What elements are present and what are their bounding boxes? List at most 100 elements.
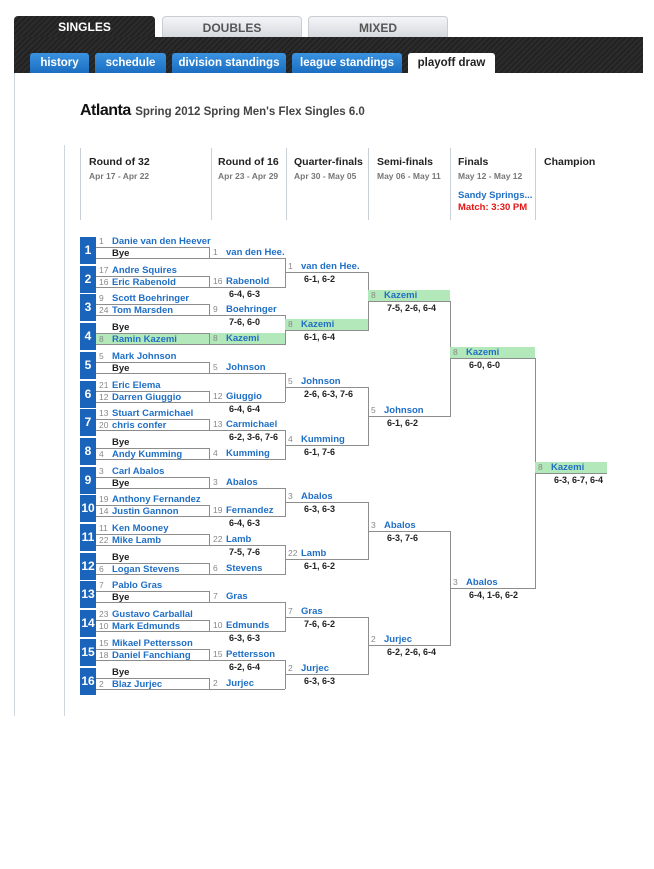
match-score: 6-3, 6-3 xyxy=(304,676,336,687)
seed-number: 2 xyxy=(99,678,104,689)
bracket-line xyxy=(210,516,285,518)
player-name-link[interactable]: Lamb xyxy=(226,534,252,545)
bracket-entry: 8 Kazemi xyxy=(368,290,450,302)
player-name-link[interactable]: Danie van den Heever xyxy=(112,236,211,247)
player-name-link[interactable]: Daniel Fanchiang xyxy=(112,649,191,661)
player-name-link[interactable]: Anthony Fernandez xyxy=(112,494,201,506)
seed-number: 10 xyxy=(99,621,109,632)
seed-number: 4 xyxy=(99,448,104,459)
player-name-link[interactable]: Ken Mooney xyxy=(112,523,169,534)
player-name-link[interactable]: Darren Giuggio xyxy=(112,391,182,403)
player-name-link[interactable]: Kazemi xyxy=(301,318,335,330)
player-name-link[interactable]: Stevens xyxy=(226,562,263,574)
player-name-link[interactable]: Pettersson xyxy=(226,648,276,660)
seed-number: 22 xyxy=(288,548,298,559)
player-slot: 6 Logan Stevens xyxy=(96,562,210,575)
player-name-link[interactable]: Abalos xyxy=(466,577,498,589)
tab-mixed[interactable]: MIXED xyxy=(308,16,448,37)
bracket-entry: 5 Johnson xyxy=(210,362,285,373)
player-name-link[interactable]: Carl Abalos xyxy=(112,465,165,477)
player-name-link[interactable]: Abalos xyxy=(301,490,333,502)
player-name-link[interactable]: Gras xyxy=(301,605,323,617)
seed-number: 20 xyxy=(99,420,109,431)
player-name-link[interactable]: Justin Gannon xyxy=(112,506,179,518)
player-name-link[interactable]: Johnson xyxy=(301,376,341,388)
bracket-entry: 3 Abalos xyxy=(285,491,368,502)
bracket-entry: 2 Jurjec xyxy=(368,634,450,645)
bracket-line xyxy=(210,315,285,317)
seed-number: 7 xyxy=(99,580,104,591)
seed-number: 17 xyxy=(99,264,109,275)
player-name-link[interactable]: Tom Marsden xyxy=(112,305,174,317)
match-score: 6-4, 1-6, 6-2 xyxy=(469,590,519,601)
tab-doubles[interactable]: DOUBLES xyxy=(162,16,302,37)
player-name-link[interactable]: Andre Squires xyxy=(112,264,177,276)
player-name-link[interactable]: Pablo Gras xyxy=(112,580,163,592)
bracket-entry: 8 Kazemi xyxy=(285,318,368,330)
player-name-link[interactable]: Carmichael xyxy=(226,419,278,431)
tab-league-standings[interactable]: league standings xyxy=(292,53,402,73)
seed-number: 15 xyxy=(99,637,109,648)
bracket-entry: 8 Kazemi xyxy=(210,333,285,345)
match-score: 7-5, 7-6 xyxy=(229,547,261,557)
tab-schedule[interactable]: schedule xyxy=(95,53,166,73)
bracket-line xyxy=(210,545,285,546)
player-name-link[interactable]: Kazemi xyxy=(551,462,585,474)
bracket-line xyxy=(210,573,285,575)
tab-playoff-draw[interactable]: playoff draw xyxy=(408,53,495,73)
player-name-link[interactable]: Fernandez xyxy=(226,505,274,517)
player-slot: 5 Mark Johnson xyxy=(96,351,210,362)
player-name-link[interactable]: Eric Elema xyxy=(112,379,161,391)
player-name-link[interactable]: Andy Kumming xyxy=(112,448,183,460)
match-score: 7-6, 6-2 xyxy=(304,618,336,629)
player-name-link[interactable]: Gustavo Carballal xyxy=(112,609,193,621)
player-name-link[interactable]: chris confer xyxy=(112,420,167,432)
player-name-link[interactable]: Mikael Pettersson xyxy=(112,637,193,649)
player-name-link[interactable]: Stuart Carmichael xyxy=(112,408,194,420)
round-title: Round of 32 xyxy=(89,156,150,168)
player-name-link[interactable]: Johnson xyxy=(384,404,424,416)
player-name-link[interactable]: van den Hee. xyxy=(226,247,285,258)
round-title: Quarter-finals xyxy=(294,156,363,168)
player-name-link[interactable]: van den Hee. xyxy=(301,261,360,273)
player-name-link[interactable]: Blaz Jurjec xyxy=(112,678,163,690)
player-name-link[interactable]: Ramin Kazemi xyxy=(112,334,177,346)
tab-division-standings[interactable]: division standings xyxy=(172,53,286,73)
player-name-link[interactable]: Giuggio xyxy=(226,390,262,402)
player-name-link[interactable]: Lamb xyxy=(301,548,327,560)
player-name-link[interactable]: Kazemi xyxy=(226,333,260,345)
player-name-link[interactable]: Edmunds xyxy=(226,620,270,632)
player-name-link[interactable]: Mark Edmunds xyxy=(112,621,181,633)
player-name-link[interactable]: Jurjec xyxy=(301,663,329,675)
player-name-link[interactable]: Rabenold xyxy=(226,275,270,287)
player-name-link[interactable]: Eric Rabenold xyxy=(112,276,176,288)
player-slot: 2 Blaz Jurjec xyxy=(96,677,210,690)
player-name-link[interactable]: Boehringer xyxy=(226,304,277,316)
bracket-line xyxy=(210,659,285,661)
player-name-link[interactable]: Kumming xyxy=(301,433,345,445)
player-name-link[interactable]: Johnson xyxy=(226,361,266,373)
player-name-link[interactable]: Jurjec xyxy=(226,677,254,689)
player-name-link[interactable]: Logan Stevens xyxy=(112,563,180,575)
player-slot: 20 chris confer xyxy=(96,419,210,432)
player-name-link[interactable]: Mark Johnson xyxy=(112,350,177,362)
player-name-link[interactable]: Scott Boehringer xyxy=(112,293,190,305)
tab-history[interactable]: history xyxy=(30,53,89,73)
player-slot: Bye xyxy=(96,476,210,489)
player-name-link[interactable]: Jurjec xyxy=(384,634,412,646)
player-name-link[interactable]: Kazemi xyxy=(466,347,500,359)
player-name-link[interactable]: Kumming xyxy=(226,447,270,459)
tab-singles[interactable]: SINGLES xyxy=(14,16,155,37)
finals-location-link[interactable]: Sandy Springs... xyxy=(458,190,533,201)
bye-label: Bye xyxy=(112,248,130,259)
seed-number: 24 xyxy=(99,305,109,316)
player-name-link[interactable]: Abalos xyxy=(384,519,416,531)
bracket-entry: 15 Pettersson xyxy=(210,649,285,660)
player-name-link[interactable]: Kazemi xyxy=(384,290,418,302)
round-dates: May 06 - May 11 xyxy=(377,171,441,181)
player-name-link[interactable]: Gras xyxy=(226,591,248,603)
player-name-link[interactable]: Abalos xyxy=(226,476,258,488)
draw-number-badge: 14 xyxy=(80,610,96,638)
player-name-link[interactable]: Mike Lamb xyxy=(112,535,162,546)
bracket-line xyxy=(285,616,368,618)
